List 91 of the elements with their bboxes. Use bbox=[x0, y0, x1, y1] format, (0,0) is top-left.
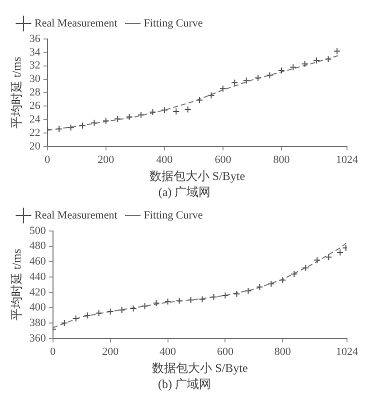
point bbox=[222, 292, 229, 299]
point bbox=[79, 122, 86, 130]
y-tick-label: 36 bbox=[29, 32, 41, 45]
point bbox=[130, 304, 137, 312]
point bbox=[102, 117, 110, 124]
point bbox=[152, 300, 160, 307]
x-tick-label: 600 bbox=[216, 346, 234, 358]
point bbox=[334, 48, 341, 55]
x-tick-label: 800 bbox=[273, 154, 290, 166]
y-tick-label: 32 bbox=[29, 60, 40, 72]
point bbox=[149, 108, 156, 116]
point bbox=[210, 293, 218, 300]
point bbox=[314, 256, 321, 264]
point bbox=[141, 302, 148, 310]
point bbox=[184, 106, 192, 113]
point bbox=[106, 308, 114, 316]
x-tick-label: 200 bbox=[102, 346, 120, 358]
point bbox=[231, 79, 238, 86]
point bbox=[266, 72, 274, 79]
point bbox=[138, 111, 145, 118]
point bbox=[336, 248, 344, 256]
y-tick-label: 34 bbox=[29, 46, 41, 58]
y-tick-label: 420 bbox=[29, 286, 46, 298]
text: (b) 广域网 bbox=[157, 376, 212, 392]
point bbox=[160, 106, 168, 114]
x-tick-label: 600 bbox=[214, 154, 232, 166]
text: (a) 广域网 bbox=[157, 184, 212, 200]
x-tick-label: 200 bbox=[98, 154, 115, 166]
point bbox=[67, 124, 74, 132]
y-tick-label: 22 bbox=[29, 126, 40, 139]
point bbox=[254, 74, 262, 82]
y-tick-label: 28 bbox=[29, 86, 41, 99]
y-axis-title: 平均时延 t/ms bbox=[9, 248, 24, 321]
point bbox=[208, 92, 215, 99]
point bbox=[84, 312, 91, 319]
y-tick-label: 24 bbox=[29, 113, 41, 126]
legend-label: Fitting Curve bbox=[144, 17, 203, 30]
point bbox=[244, 287, 252, 294]
y-tick-label: 360 bbox=[29, 332, 46, 344]
point bbox=[256, 284, 264, 290]
point bbox=[56, 125, 63, 132]
point bbox=[290, 64, 297, 71]
point bbox=[172, 108, 180, 115]
point bbox=[164, 298, 172, 306]
y-tick-label: 460 bbox=[29, 256, 46, 268]
line-series bbox=[52, 242, 347, 328]
y-tick-label: 30 bbox=[29, 73, 41, 86]
point bbox=[278, 67, 285, 74]
point bbox=[72, 314, 80, 322]
point bbox=[60, 320, 68, 327]
point bbox=[313, 56, 320, 64]
point bbox=[325, 254, 332, 261]
point bbox=[219, 85, 226, 92]
legend-label: Real Measurement bbox=[34, 209, 118, 222]
point bbox=[242, 77, 250, 84]
point bbox=[95, 310, 102, 317]
y-tick-label: 26 bbox=[29, 100, 41, 112]
point bbox=[196, 96, 204, 104]
y-tick-label: 480 bbox=[29, 240, 46, 252]
point bbox=[118, 306, 126, 314]
line-series bbox=[47, 54, 340, 131]
point bbox=[187, 296, 194, 304]
y-tick-label: 380 bbox=[29, 316, 46, 329]
point bbox=[233, 290, 240, 298]
point bbox=[198, 296, 206, 303]
x-axis-title: 数据包大小 S/Byte bbox=[149, 168, 246, 183]
point bbox=[268, 280, 275, 288]
point bbox=[324, 56, 332, 63]
x-tick-label: 400 bbox=[160, 346, 177, 358]
point bbox=[90, 119, 98, 126]
point bbox=[279, 276, 286, 284]
x-tick-label: 0 bbox=[44, 154, 51, 166]
x-tick-label: 800 bbox=[274, 346, 292, 358]
point bbox=[114, 115, 122, 122]
y-axis-title: 平均时延 t/ms bbox=[9, 56, 24, 129]
y-tick-label: 440 bbox=[29, 270, 46, 283]
y-tick-label: 400 bbox=[29, 302, 46, 314]
legend-label: Fitting Curve bbox=[144, 209, 203, 222]
point bbox=[290, 270, 298, 278]
point bbox=[176, 297, 183, 304]
point bbox=[301, 60, 308, 68]
x-tick-label: 1024 bbox=[336, 346, 358, 358]
point bbox=[126, 113, 133, 120]
x-tick-label: 400 bbox=[156, 154, 174, 166]
x-tick-label: 1024 bbox=[336, 154, 358, 166]
y-tick-label: 500 bbox=[29, 224, 46, 237]
x-axis-title: 数据包大小 S/Byte bbox=[152, 360, 248, 375]
point bbox=[302, 264, 310, 272]
legend-label: Real Measurement bbox=[34, 17, 118, 30]
y-tick-label: 20 bbox=[29, 140, 41, 152]
x-tick-label: 0 bbox=[50, 346, 56, 358]
